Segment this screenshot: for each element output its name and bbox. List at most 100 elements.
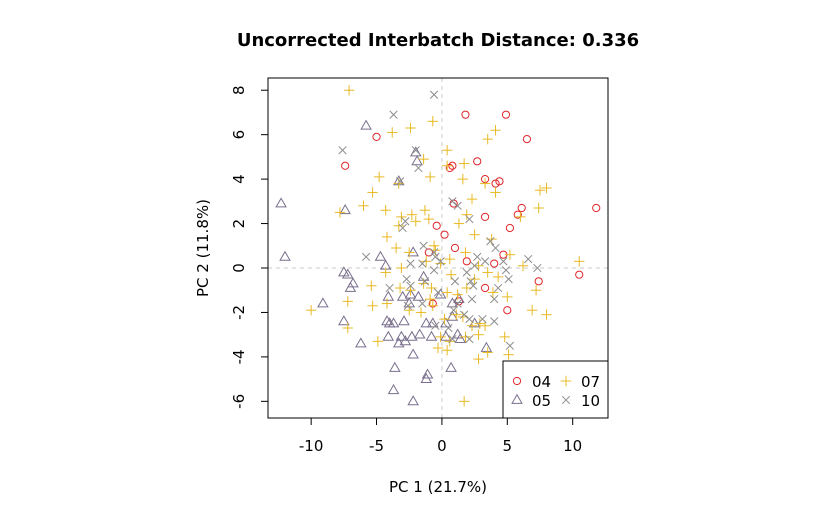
point-10: [406, 281, 415, 290]
point-04: [480, 212, 490, 221]
point-05: [407, 246, 419, 257]
point-10: [501, 266, 511, 275]
point-10: [533, 263, 542, 273]
point-10: [524, 254, 533, 264]
point-10: [467, 294, 477, 304]
point-07: [517, 260, 529, 271]
point-07: [499, 331, 510, 343]
point-07: [342, 322, 353, 334]
point-07: [367, 300, 378, 311]
point-10: [395, 177, 405, 186]
point-07: [574, 256, 585, 267]
point-10: [448, 197, 457, 206]
y-tick-label: -6: [230, 394, 248, 409]
point-07: [469, 229, 480, 240]
x-tick-label: 5: [503, 437, 513, 455]
point-10: [403, 301, 413, 310]
point-05: [382, 290, 395, 301]
point-10: [449, 306, 458, 315]
point-04: [575, 270, 584, 279]
point-10: [490, 317, 499, 326]
series-10: [338, 90, 542, 350]
point-07: [530, 285, 542, 296]
point-04: [495, 177, 504, 186]
point-07: [460, 247, 471, 258]
point-10: [444, 323, 453, 333]
point-07: [305, 305, 317, 316]
y-axis: -6 -4 -2 0 2 4 6 8: [230, 85, 269, 409]
point-07: [504, 249, 516, 260]
legend-marker-07: [560, 375, 572, 387]
data-points: [275, 85, 601, 407]
point-05: [407, 348, 419, 359]
point-07: [380, 267, 391, 278]
point-05: [387, 384, 400, 395]
x-tick-label: 0: [437, 437, 447, 455]
point-07: [441, 287, 453, 298]
point-05: [395, 330, 408, 341]
point-07: [435, 331, 446, 343]
point-07: [503, 349, 514, 360]
y-tick-label: 0: [230, 263, 248, 273]
point-07: [502, 291, 513, 303]
point-07: [405, 285, 416, 296]
point-07: [474, 318, 486, 329]
point-10: [448, 334, 457, 344]
point-07: [452, 289, 463, 300]
chart-title: Uncorrected Interbatch Distance: 0.336: [237, 30, 639, 51]
point-10: [361, 252, 371, 262]
point-07: [427, 116, 438, 127]
point-07: [396, 262, 407, 274]
point-10: [419, 241, 428, 250]
point-07: [424, 171, 436, 183]
point-05: [406, 330, 418, 341]
point-10: [494, 283, 503, 293]
point-04: [513, 210, 522, 219]
point-10: [450, 277, 460, 286]
legend-marker-10: [561, 395, 571, 405]
point-10: [433, 288, 443, 297]
point-07: [435, 258, 446, 269]
y-tick-label: 4: [230, 174, 248, 184]
point-10: [465, 314, 474, 324]
point-05: [339, 204, 351, 215]
point-07: [487, 287, 499, 298]
point-05: [421, 368, 434, 379]
point-10: [389, 110, 398, 119]
legend-label-05: 05: [532, 392, 551, 410]
point-05: [344, 281, 357, 292]
point-07: [492, 271, 504, 283]
legend-label-04: 04: [532, 373, 551, 391]
point-10: [385, 283, 394, 293]
point-04: [473, 157, 482, 166]
point-05: [399, 335, 412, 346]
point-07: [366, 280, 377, 291]
point-10: [486, 237, 495, 246]
point-07: [457, 173, 469, 185]
legend-marker-05: [511, 393, 523, 404]
point-07: [445, 269, 457, 280]
point-10: [470, 261, 479, 270]
point-07: [415, 307, 427, 318]
point-07: [441, 345, 453, 356]
point-07: [541, 182, 552, 194]
point-10: [401, 217, 410, 226]
point-07: [418, 153, 429, 165]
point-10: [499, 257, 508, 266]
point-10: [338, 146, 347, 155]
point-05: [425, 330, 438, 341]
point-04: [445, 163, 454, 173]
point-05: [387, 317, 400, 328]
point-10: [491, 243, 500, 253]
point-07: [410, 216, 421, 227]
point-07: [390, 242, 402, 254]
point-07: [482, 267, 493, 278]
point-05: [440, 317, 452, 328]
point-05: [446, 310, 459, 321]
point-05: [426, 317, 439, 328]
point-07: [394, 282, 406, 294]
point-10: [402, 274, 411, 284]
point-10: [406, 259, 415, 268]
